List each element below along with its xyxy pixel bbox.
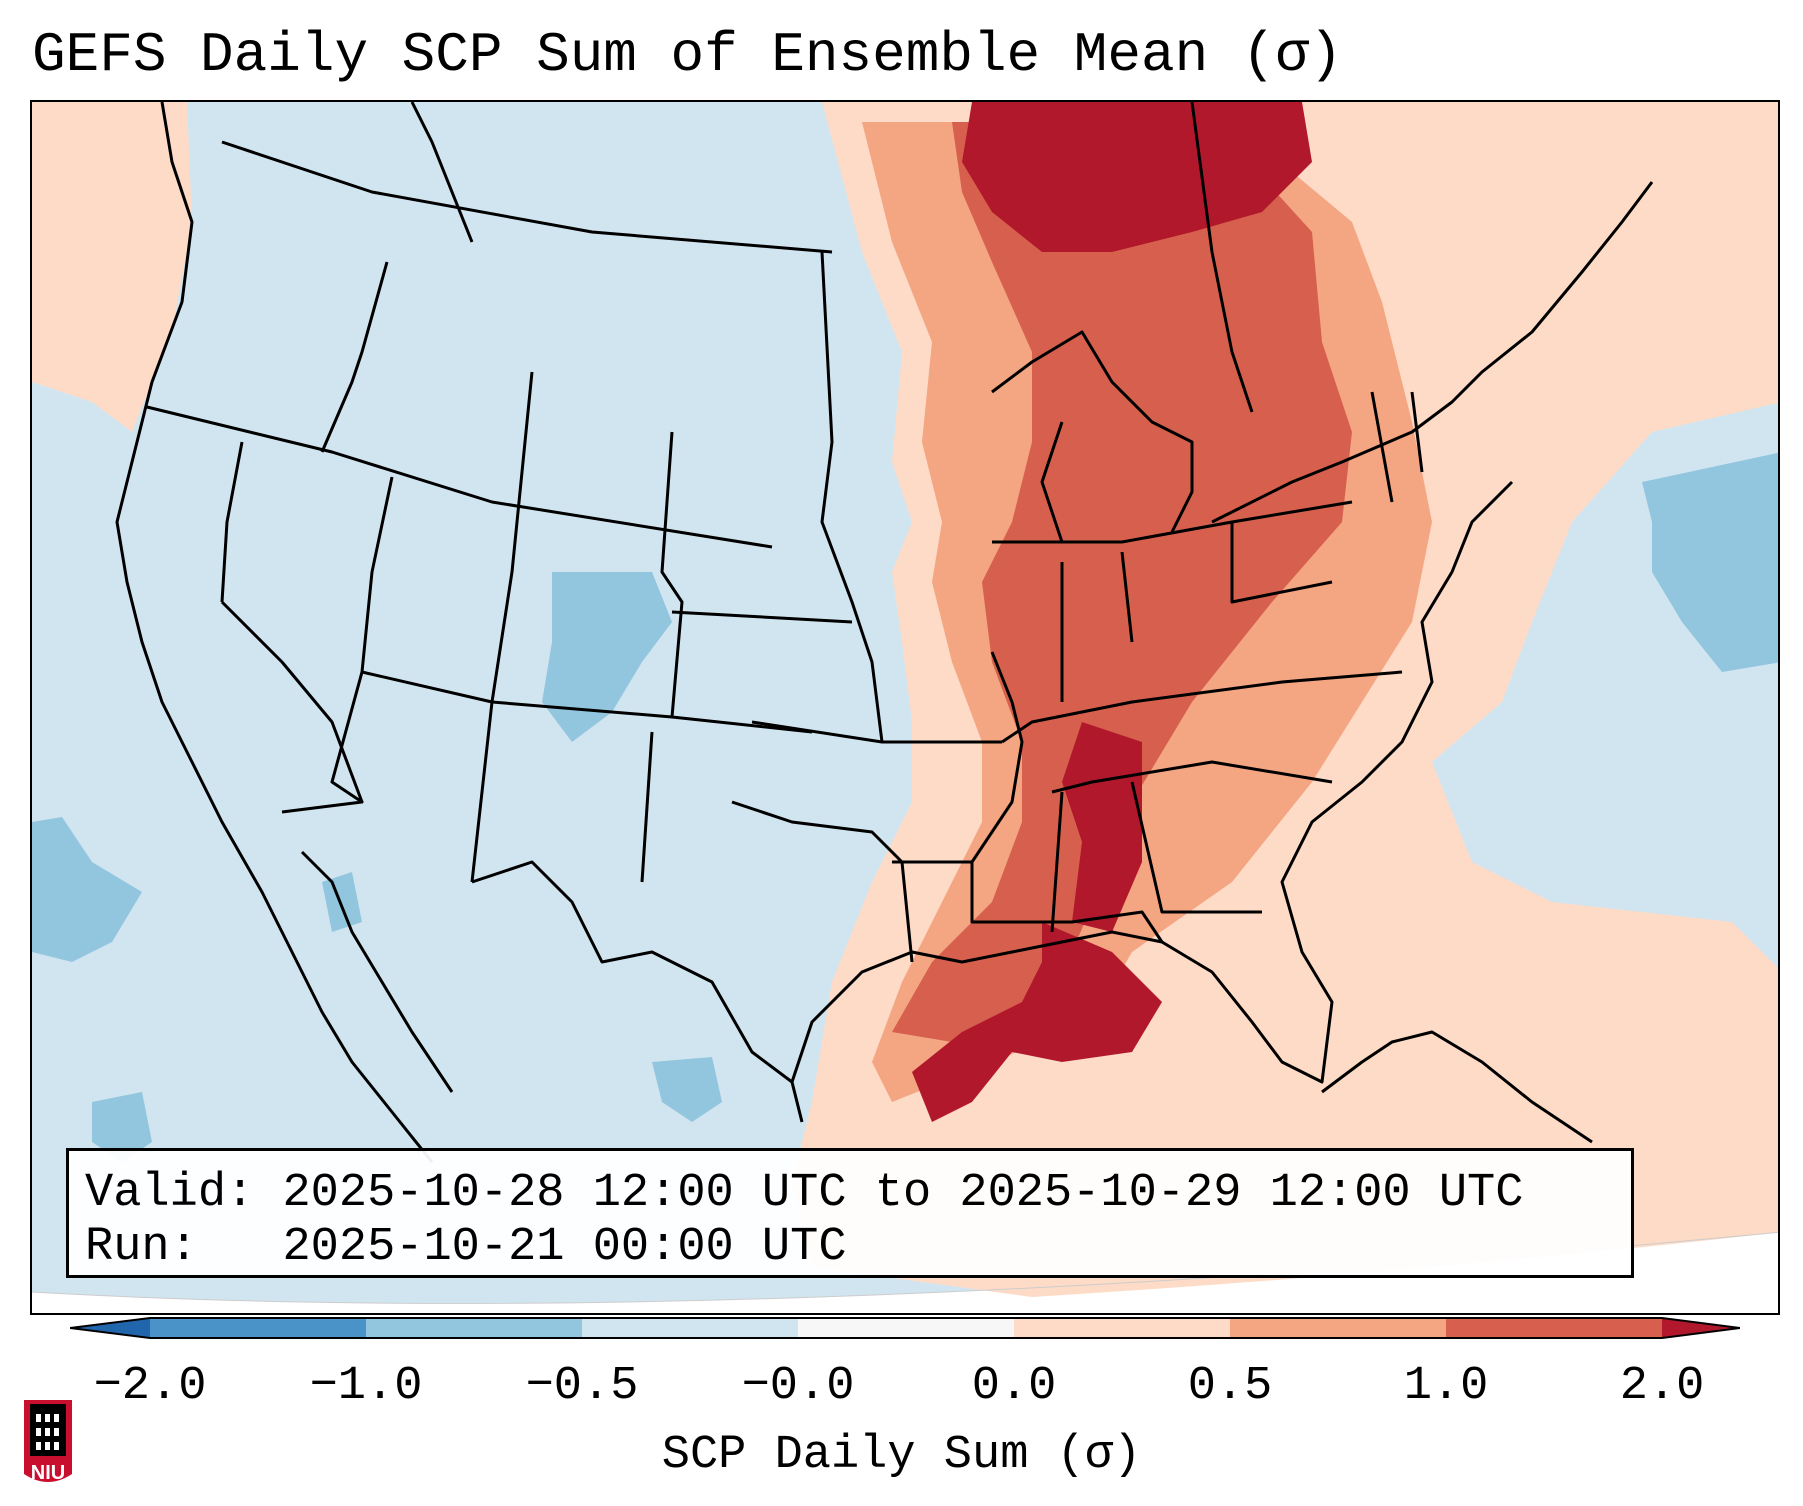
us-canada-border (221, 140, 833, 254)
boundary-lines (115, 102, 1654, 1163)
colorbar-tick-label: −1.0 (309, 1360, 423, 1413)
ms-al-ga-line (1051, 760, 1333, 794)
gulf-extreme-area (912, 922, 1162, 1122)
northeast-coast (1211, 181, 1654, 524)
valid-line: Valid: 2025-10-28 12:00 UTC to 2025-10-2… (85, 1167, 1631, 1221)
la-ms-border (970, 862, 1164, 943)
midwest-line (992, 500, 1353, 544)
anomaly-shading (32, 102, 1778, 1297)
chart-title: GEFS Daily SCP Sum of Ensemble Mean (σ) (32, 23, 1343, 87)
atlantic-negative-patch (1642, 452, 1778, 672)
tn-nc-line (1001, 670, 1403, 744)
mo-river-line (820, 251, 884, 743)
map-svg (32, 102, 1778, 1313)
colorbar-tick-label: −0.5 (525, 1360, 639, 1413)
az-nm-border (470, 701, 494, 883)
niu-logo: NIU (18, 1390, 78, 1490)
us-canada-west (410, 102, 474, 243)
ny-line (1370, 391, 1394, 503)
pacific-negative-patch (32, 817, 142, 962)
north-extreme-area (962, 102, 1312, 252)
mississippi-river (892, 651, 1024, 864)
utah-west-border (281, 476, 394, 814)
nm-tx-border (640, 731, 654, 883)
ok-ar-line (751, 720, 1002, 744)
colorbar-tick-label: 0.0 (971, 1360, 1057, 1413)
colorbar-segment (582, 1318, 798, 1338)
valid-value: 2025-10-28 12:00 UTC to 2025-10-29 12:00… (282, 1167, 1524, 1220)
colorbar-segment (366, 1318, 582, 1338)
nevada-border (220, 600, 364, 803)
ms-al-border (1050, 791, 1064, 933)
baja-coastline (300, 850, 454, 1093)
vt-nh-line (1410, 391, 1424, 473)
valid-run-info-box: Valid: 2025-10-28 12:00 UTC to 2025-10-2… (66, 1148, 1634, 1278)
baja-negative-patch (322, 872, 362, 932)
run-line: Run: 2025-10-21 00:00 UTC (85, 1221, 1631, 1275)
four-corners-line (361, 670, 813, 734)
valid-label: Valid: (85, 1167, 255, 1220)
northern-border-line (146, 405, 773, 549)
colorbar-label: SCP Daily Sum (σ) (661, 1429, 1142, 1482)
rio-grande (471, 860, 804, 1123)
colorbar-tick-label: −0.0 (741, 1360, 855, 1413)
colorbar-tick-label: 2.0 (1619, 1360, 1705, 1413)
map-panel (30, 100, 1780, 1315)
great-lakes-shore (991, 330, 1194, 533)
colorbar-segment (150, 1318, 366, 1338)
colorbar-segment (1446, 1318, 1662, 1338)
logo-windows (36, 1414, 59, 1450)
colorado-negative-patch (542, 572, 672, 742)
oh-pa-border (1230, 522, 1333, 604)
mississippi-extreme-area (1062, 722, 1142, 932)
colorbar-extend-high (1662, 1318, 1740, 1338)
pacific-positive-area (32, 102, 192, 432)
pacific-coastline (115, 102, 434, 1163)
colorbar-tick-label: −2.0 (93, 1360, 207, 1413)
central-strong-area (892, 122, 1352, 1042)
colorbar-outline (70, 1317, 1740, 1339)
logo-text: NIU (30, 1462, 66, 1484)
ks-ok-line (671, 610, 853, 624)
canada-east-line (1190, 102, 1254, 413)
co-ut-border (490, 371, 534, 703)
run-value: 2025-10-21 00:00 UTC (282, 1221, 847, 1274)
idaho-border (320, 261, 389, 453)
great-plains-line (660, 431, 684, 718)
in-oh-border (1120, 551, 1134, 643)
caribbean-line (1321, 1030, 1593, 1144)
colorbar-extend-low (70, 1318, 150, 1338)
colorbar-segment (1230, 1318, 1446, 1338)
southwest-negative-patch (92, 1092, 152, 1162)
al-ga-border (1130, 781, 1262, 914)
colorbar (70, 1317, 1740, 1339)
niu-logo-graphic (24, 1400, 72, 1482)
mexico-negative-patch (652, 1057, 722, 1122)
ca-nv-border (220, 441, 244, 603)
run-label: Run: (85, 1221, 255, 1274)
projection-edge (32, 1232, 1778, 1313)
gulf-atlantic-coastline (790, 480, 1514, 1084)
lake-michigan (1040, 421, 1064, 543)
colorbar-tick-label: 1.0 (1403, 1360, 1489, 1413)
colorbar-segment (798, 1318, 1014, 1338)
colorbar-tick-label: 0.5 (1187, 1360, 1273, 1413)
red-river (731, 800, 914, 963)
colorbar-segment (1014, 1318, 1230, 1338)
